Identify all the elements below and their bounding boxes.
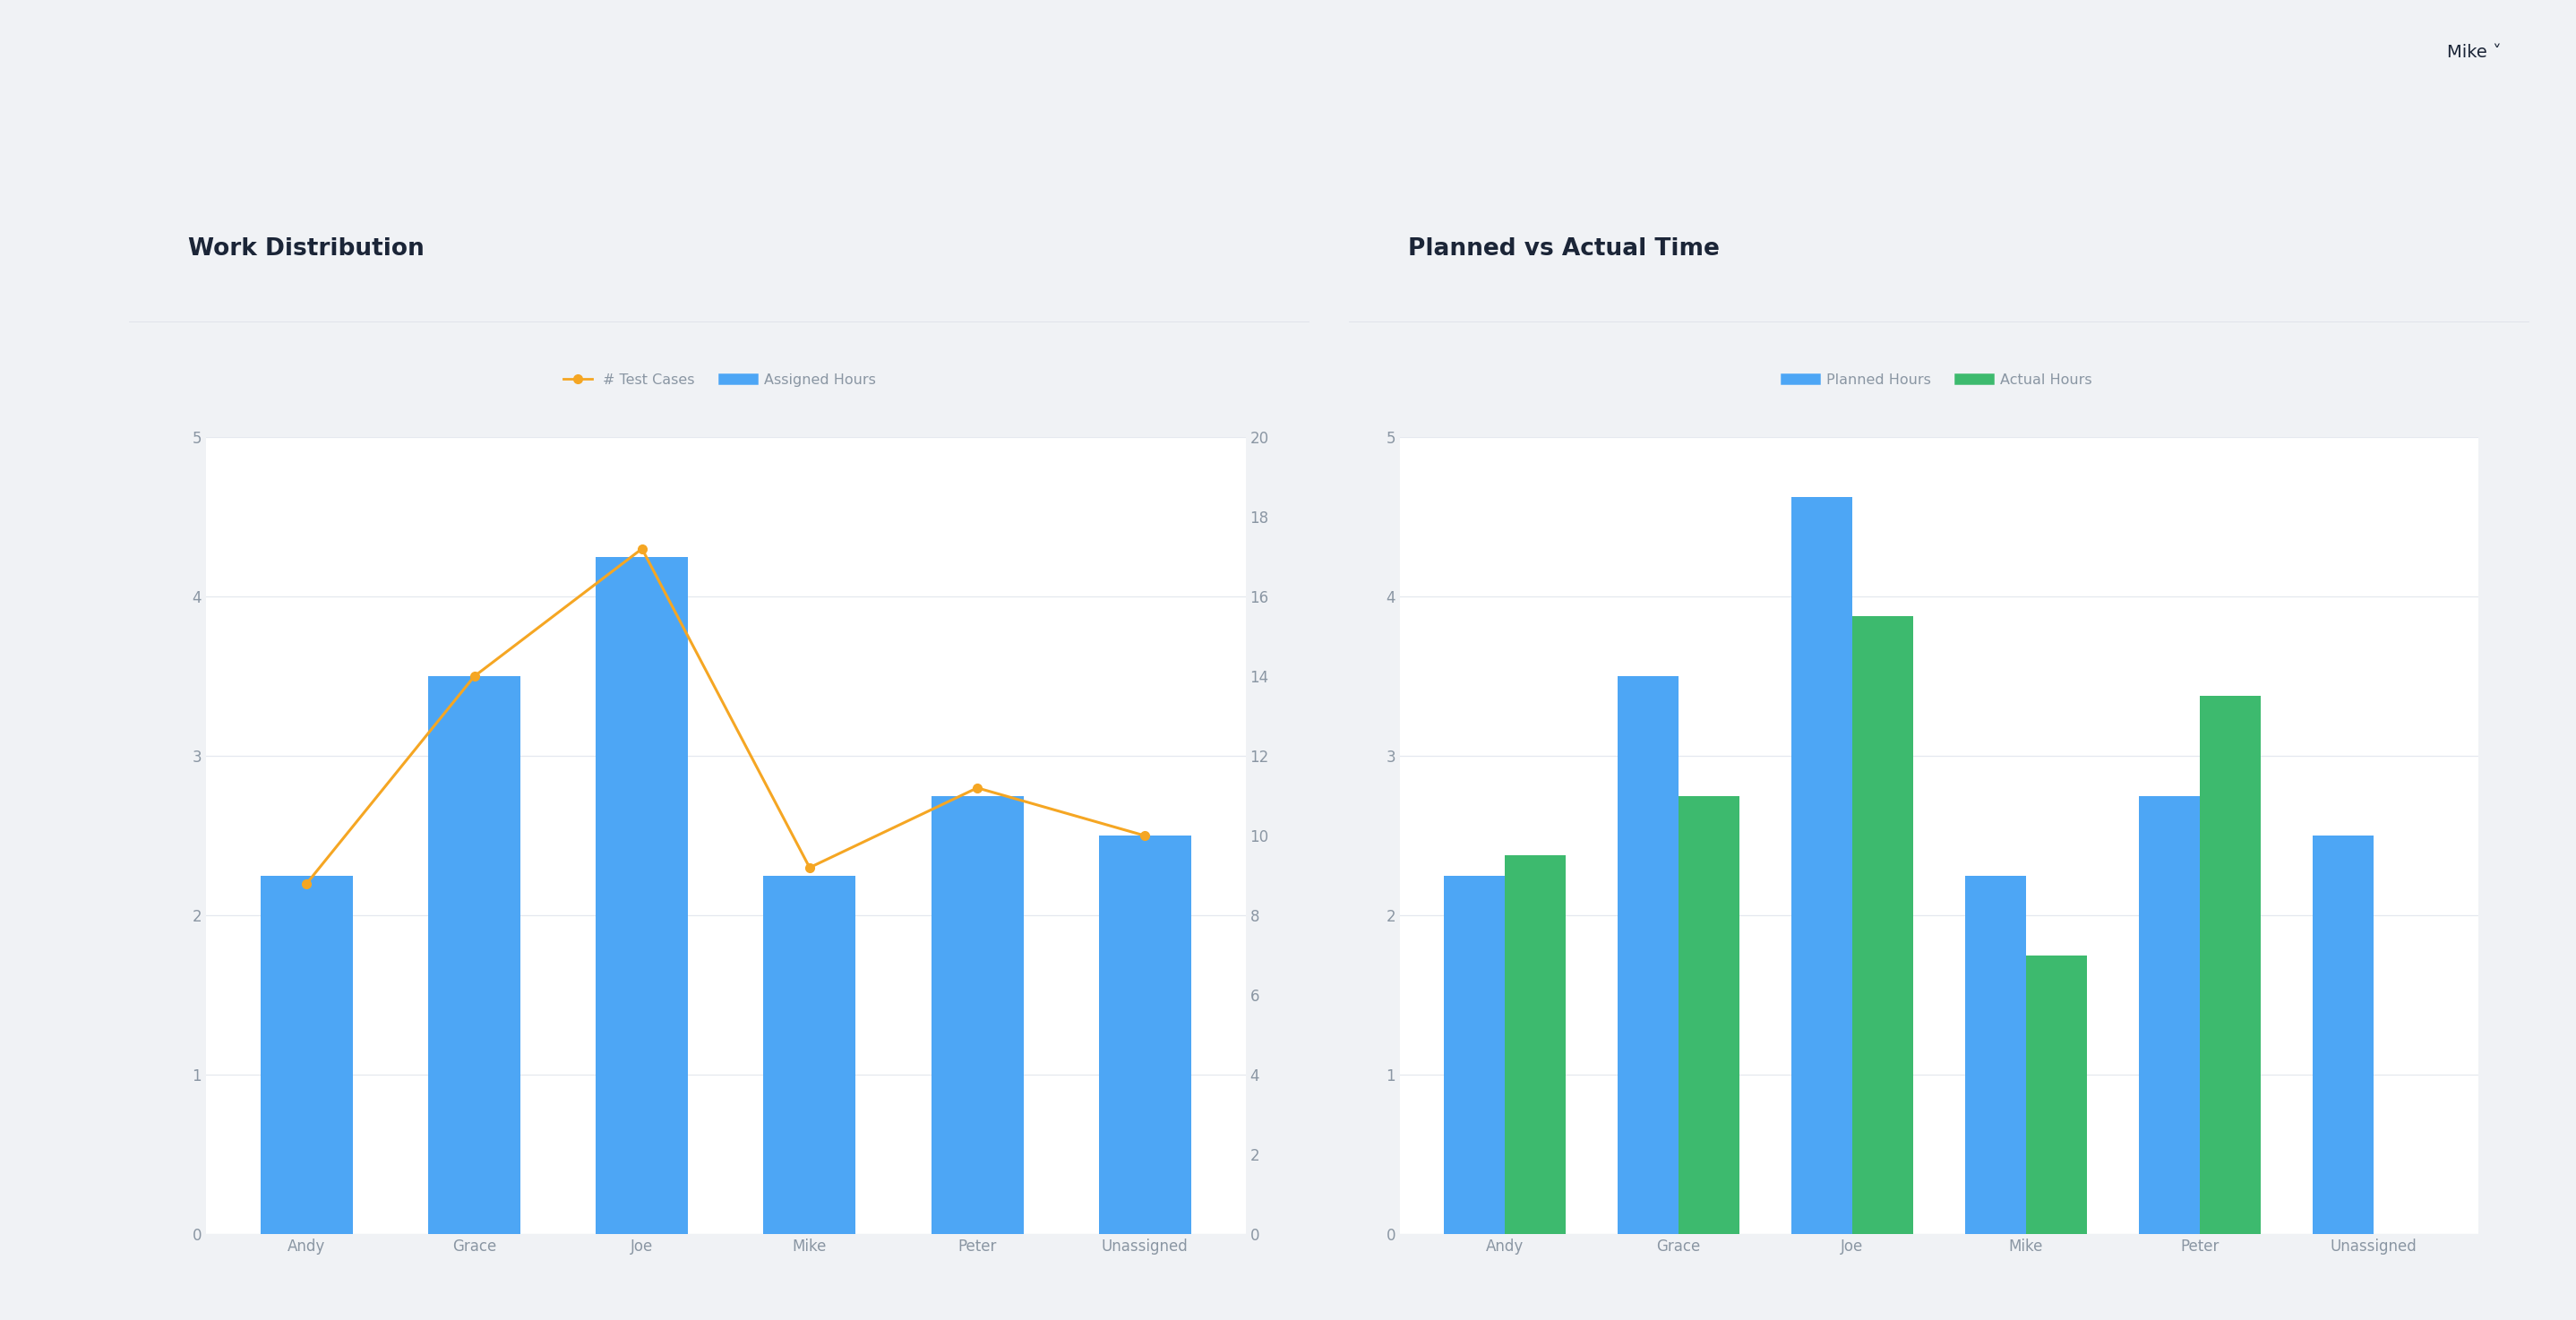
Legend: Planned Hours, Actual Hours: Planned Hours, Actual Hours [1780, 367, 2097, 392]
Legend: # Test Cases, Assigned Hours: # Test Cases, Assigned Hours [556, 367, 881, 392]
Bar [1852, 616, 1914, 1234]
Bar [762, 875, 855, 1234]
Bar [2025, 956, 2087, 1234]
Bar [1790, 496, 1852, 1234]
Bar [1965, 875, 2025, 1234]
Bar [428, 676, 520, 1234]
Bar [1100, 836, 1190, 1234]
Bar [260, 875, 353, 1234]
Bar [2313, 836, 2372, 1234]
Bar [595, 557, 688, 1234]
Bar [1618, 676, 1680, 1234]
Bar [930, 796, 1023, 1234]
Bar [2138, 796, 2200, 1234]
Bar [1680, 796, 1739, 1234]
Bar [1443, 875, 1504, 1234]
Bar [2200, 696, 2262, 1234]
Text: Work Distribution: Work Distribution [188, 238, 425, 260]
Bar [1504, 855, 1566, 1234]
Text: Planned vs Actual Time: Planned vs Actual Time [1406, 238, 1718, 260]
Text: Mike ˅: Mike ˅ [2447, 45, 2501, 61]
